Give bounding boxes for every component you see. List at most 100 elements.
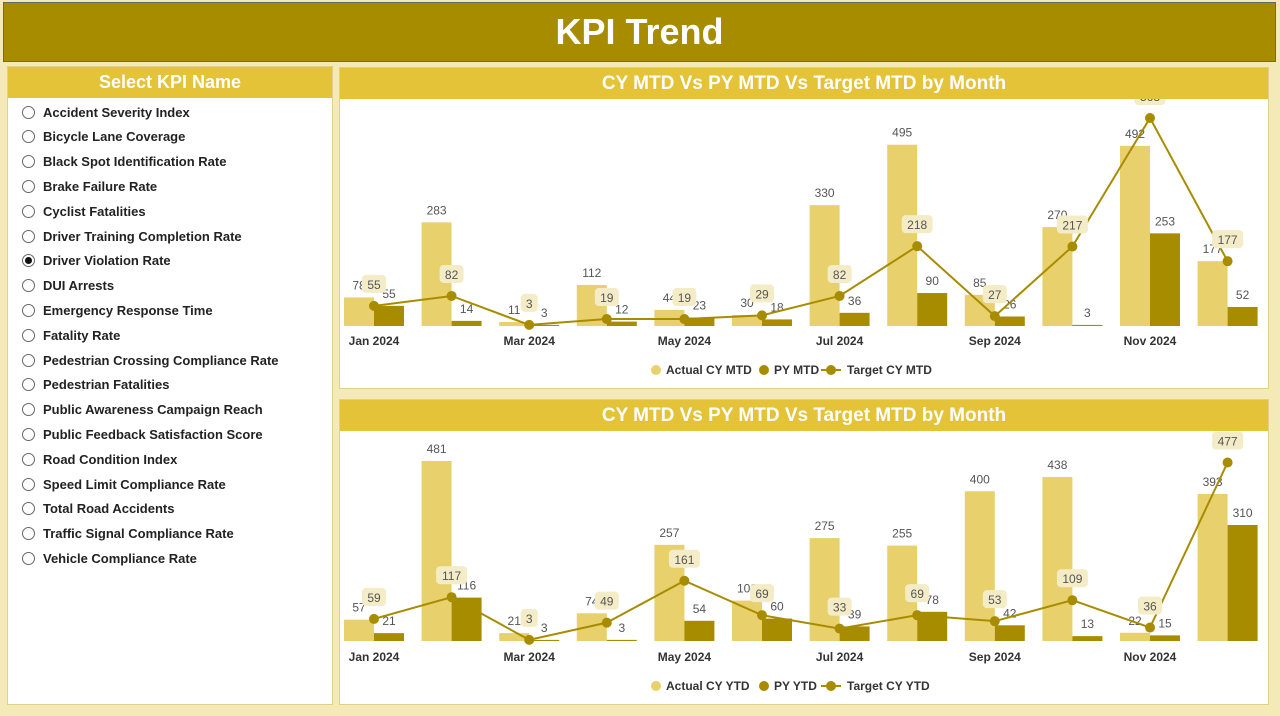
target-point <box>524 319 535 330</box>
data-label-actual: 112 <box>582 266 601 280</box>
data-label-actual: 255 <box>892 527 912 541</box>
kpi-option[interactable]: Driver Violation Rate <box>22 251 171 271</box>
target-label-bg <box>1138 596 1162 615</box>
kpi-option[interactable]: Speed Limit Compliance Rate <box>22 474 226 494</box>
kpi-option-label: Speed Limit Compliance Rate <box>43 476 226 492</box>
target-point <box>757 310 767 321</box>
target-label-bg <box>1212 431 1244 450</box>
kpi-option[interactable]: Brake Failure Rate <box>22 176 157 196</box>
x-tick-label: May 2024 <box>658 334 712 348</box>
radio-icon[interactable] <box>22 155 35 169</box>
target-label-bg <box>905 584 930 603</box>
radio-selected-icon[interactable] <box>22 254 35 268</box>
target-point <box>1067 241 1078 252</box>
kpi-option[interactable]: Total Road Accidents <box>22 499 174 519</box>
radio-icon[interactable] <box>22 378 35 392</box>
target-point <box>912 241 923 252</box>
radio-icon[interactable] <box>22 130 35 144</box>
target-line <box>373 115 1229 326</box>
slicer-header: Select KPI Name <box>8 67 332 98</box>
x-tick-label: May 2024 <box>658 650 712 664</box>
radio-icon[interactable] <box>22 229 35 243</box>
radio-icon[interactable] <box>22 179 35 193</box>
bar-actual <box>344 297 374 326</box>
kpi-option[interactable]: Black Spot Identification Rate <box>22 152 226 172</box>
kpi-option-label: Pedestrian Fatalities <box>43 377 170 393</box>
target-point <box>679 575 690 586</box>
target-label-bg <box>1212 230 1244 249</box>
kpi-option-label: DUI Arrests <box>43 278 115 294</box>
target-label: 36 <box>1143 600 1157 614</box>
data-label-actual: 21 <box>508 614 522 628</box>
target-point <box>446 592 457 603</box>
radio-icon[interactable] <box>22 403 35 417</box>
data-label-py: 12 <box>615 303 629 317</box>
x-tick-label: Sep 2024 <box>969 650 1021 664</box>
kpi-option[interactable]: Pedestrian Fatalities <box>22 375 169 395</box>
kpi-option[interactable]: Bicycle Lane Coverage <box>22 127 185 147</box>
kpi-option[interactable]: Emergency Response Time <box>22 300 213 320</box>
bar-actual <box>887 144 918 326</box>
data-label-py: 26 <box>1003 297 1017 311</box>
target-label: 217 <box>1062 219 1082 233</box>
target-label-bg <box>827 597 852 616</box>
radio-icon[interactable] <box>22 105 35 119</box>
target-label-bg <box>982 285 1007 304</box>
kpi-option[interactable]: Public Awareness Campaign Reach <box>22 400 263 420</box>
radio-icon[interactable] <box>22 303 35 317</box>
data-label-py: 3 <box>1084 306 1091 320</box>
radio-icon[interactable] <box>22 427 35 441</box>
data-label-py: 52 <box>1236 288 1250 302</box>
target-label-bg <box>672 288 697 307</box>
kpi-option[interactable]: Road Condition Index <box>22 449 177 469</box>
kpi-option[interactable]: Fatality Rate <box>22 325 120 345</box>
bar-actual <box>421 461 452 641</box>
radio-icon[interactable] <box>22 452 35 466</box>
target-point <box>679 314 690 325</box>
kpi-option[interactable]: DUI Arrests <box>22 276 114 296</box>
bar-py <box>606 639 637 641</box>
kpi-option-label: Pedestrian Crossing Compliance Rate <box>43 352 279 368</box>
radio-icon[interactable] <box>22 551 35 565</box>
kpi-option[interactable]: Public Feedback Satisfaction Score <box>22 424 263 444</box>
target-label: 69 <box>911 587 925 601</box>
target-label: 19 <box>678 291 692 305</box>
legend-marker-py <box>759 681 769 691</box>
bar-py <box>917 293 948 326</box>
kpi-option[interactable]: Pedestrian Crossing Compliance Rate <box>22 350 279 370</box>
chart-header: CY MTD Vs PY MTD Vs Target MTD by Month <box>340 68 1268 99</box>
target-label: 177 <box>1218 233 1238 247</box>
kpi-option[interactable]: Traffic Signal Compliance Rate <box>22 524 234 544</box>
legend-label: PY YTD <box>774 679 817 693</box>
target-label: 82 <box>833 268 847 282</box>
kpi-option[interactable]: Vehicle Compliance Rate <box>22 548 197 568</box>
data-label-py: 310 <box>1233 506 1253 520</box>
target-point <box>912 610 923 621</box>
x-tick-label: Nov 2024 <box>1124 650 1177 664</box>
kpi-option-label: Vehicle Compliance Rate <box>43 550 197 566</box>
kpi-option[interactable]: Driver Training Completion Rate <box>22 226 242 246</box>
data-label-py: 36 <box>848 294 862 308</box>
data-label-py: 54 <box>693 602 707 616</box>
target-label-bg <box>982 590 1007 609</box>
bar-py <box>762 618 792 641</box>
bar-actual <box>576 613 607 641</box>
radio-icon[interactable] <box>22 502 35 516</box>
target-label-bg <box>439 264 464 283</box>
radio-icon[interactable] <box>22 353 35 367</box>
radio-icon[interactable] <box>22 279 35 293</box>
kpi-option-label: Bicycle Lane Coverage <box>43 129 186 145</box>
target-label: 218 <box>907 218 927 232</box>
target-point <box>1067 595 1078 606</box>
radio-icon[interactable] <box>22 204 35 218</box>
bar-py <box>839 626 870 641</box>
bar-py <box>374 633 404 641</box>
radio-icon[interactable] <box>22 328 35 342</box>
radio-icon[interactable] <box>22 527 35 541</box>
data-label-py: 3 <box>541 621 548 635</box>
kpi-option-label: Fatality Rate <box>43 327 121 343</box>
radio-icon[interactable] <box>22 477 35 491</box>
kpi-option[interactable]: Cyclist Fatalities <box>22 201 146 221</box>
target-label-bg <box>901 215 933 234</box>
kpi-option[interactable]: Accident Severity Index <box>22 102 190 122</box>
